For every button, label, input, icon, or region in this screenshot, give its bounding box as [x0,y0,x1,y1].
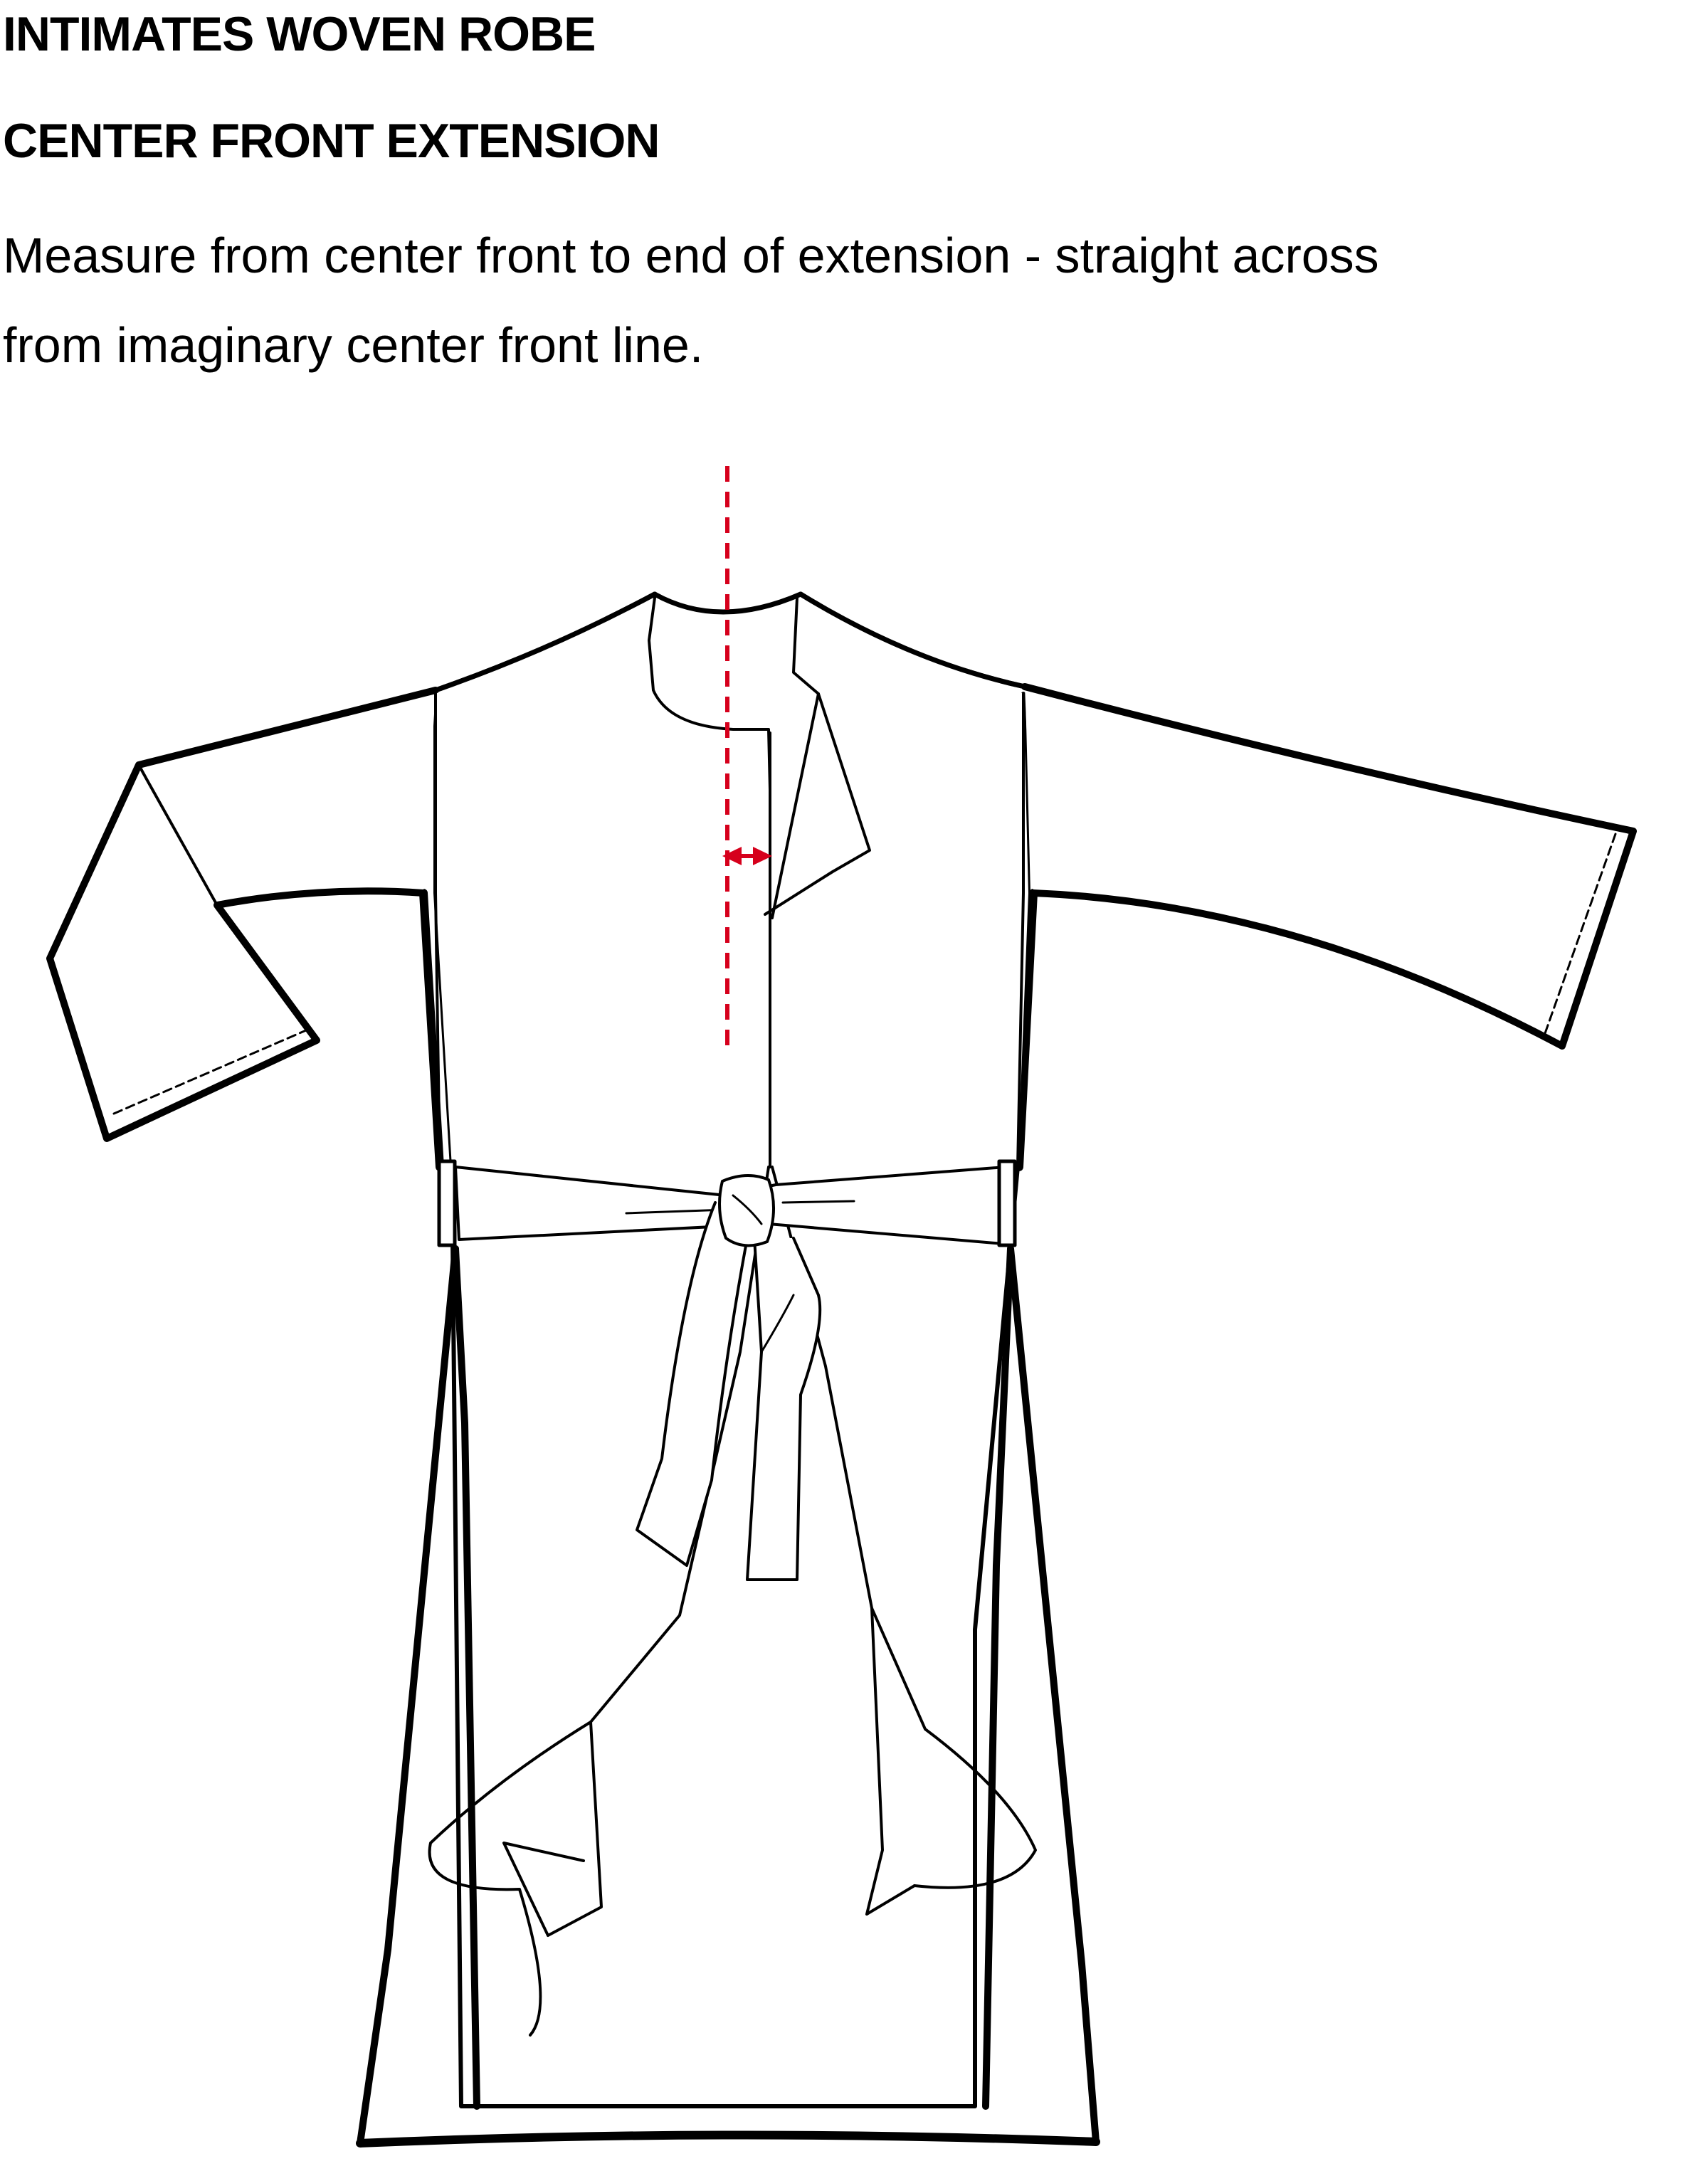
front-drape [428,1166,1037,2037]
front-panels [433,591,1028,1168]
measurement-instruction: Measure from center front to end of exte… [3,211,1379,390]
left-sleeve [46,687,439,1142]
belt-ties [636,1201,822,1581]
instruction-line-1: Measure from center front to end of exte… [3,228,1379,283]
left-belt-loop [437,1159,457,1247]
page-title: INTIMATES WOVEN ROBE [3,7,596,61]
right-belt-loop [997,1159,1017,1247]
section-title: CENTER FRONT EXTENSION [3,114,660,168]
extension-measure-arrow [722,847,772,865]
instruction-line-2: from imaginary center front line. [3,317,704,373]
belt-knot [718,1173,775,1247]
right-sleeve [1021,683,1637,1050]
collar [648,591,871,1168]
